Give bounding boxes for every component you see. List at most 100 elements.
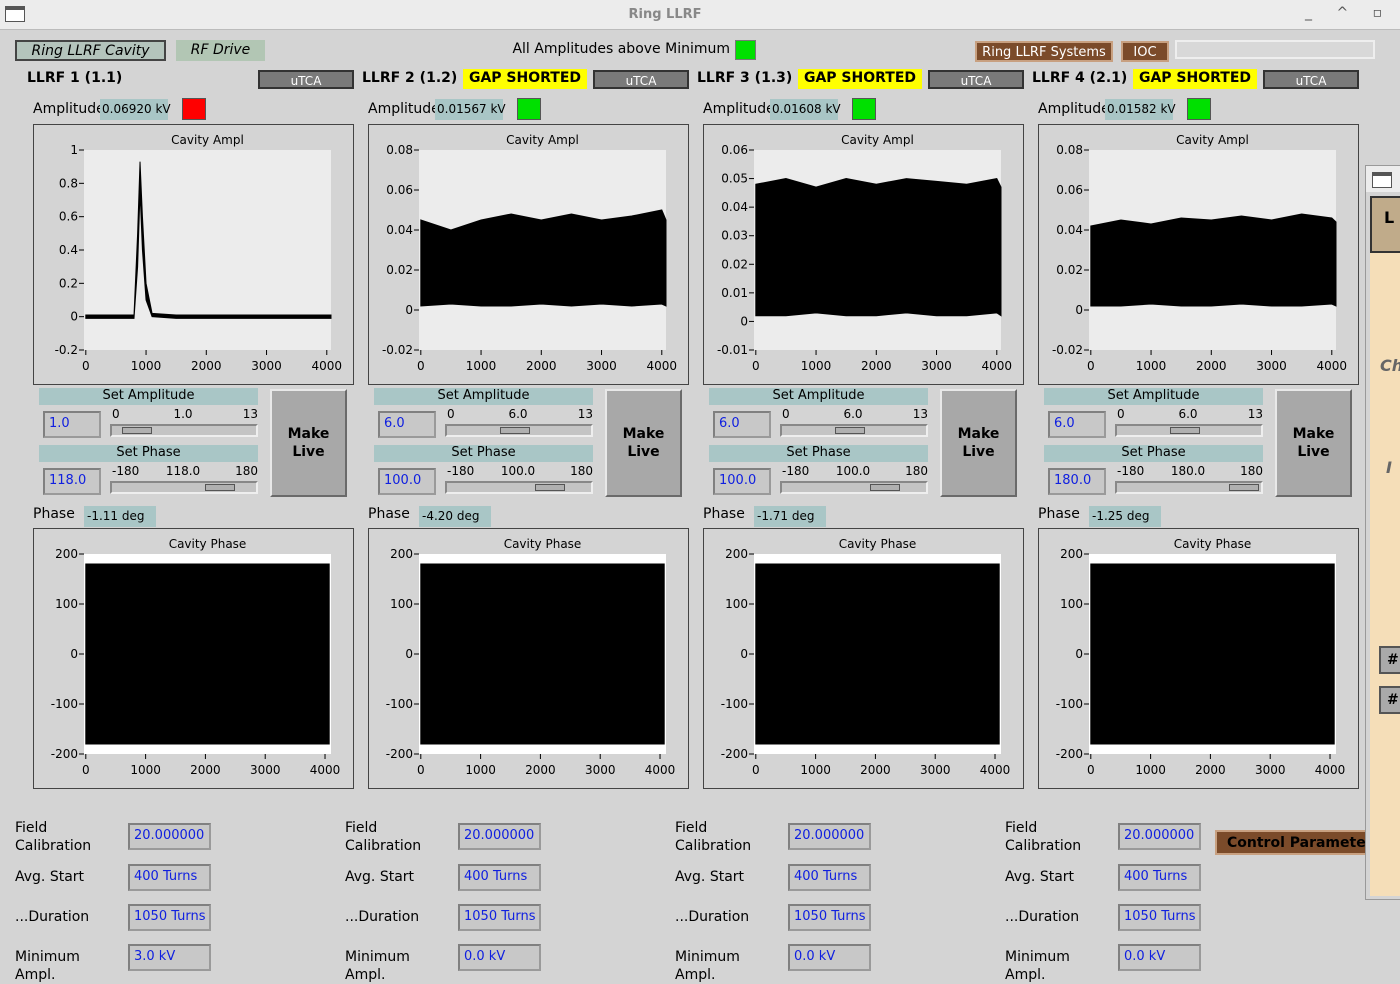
slider-track[interactable] (780, 481, 928, 494)
x-tick-label: 2000 (860, 763, 891, 777)
param-entry[interactable]: 3.0 kV (128, 944, 211, 971)
slider-track[interactable] (445, 481, 593, 494)
control-button[interactable]: Control Parameters (1215, 830, 1381, 855)
param-entry[interactable]: 0.0 kV (458, 944, 541, 971)
tab[interactable]: Ring LLRF Cavity (15, 40, 166, 61)
slider-thumb[interactable] (869, 484, 900, 491)
param-entry[interactable]: 20.000000 (1118, 823, 1201, 850)
chart-title: Cavity Ampl (506, 133, 579, 147)
slider-track[interactable] (780, 424, 928, 437)
param-entry[interactable]: 400 Turns (1118, 864, 1201, 891)
slider-thumb[interactable] (1169, 427, 1200, 434)
chart: Cavity Ampl -0.02 0 0.02 0.04 0.06 0.08 0 1000 20… (1038, 124, 1359, 385)
make-live-button[interactable]: Make Live (940, 389, 1017, 497)
slider-track[interactable] (1115, 424, 1263, 437)
x-tick-label: 0 (82, 359, 90, 373)
setpoint-entry[interactable]: 6.0 (1048, 411, 1106, 438)
make-live-button[interactable]: Make Live (605, 389, 682, 497)
systems-button[interactable]: Ring LLRF Systems (975, 41, 1113, 62)
slider-thumb[interactable] (499, 427, 530, 434)
text-field[interactable] (1175, 40, 1375, 59)
window-controls[interactable]: _ ^ ▫ × (1305, 5, 1400, 21)
slider-header: Set Amplitude (709, 388, 928, 405)
setpoint-entry[interactable]: 118.0 (43, 468, 101, 495)
param-entry[interactable]: 0.0 kV (788, 944, 871, 971)
slider-max: 13 (1247, 407, 1263, 421)
param-entry[interactable]: 400 Turns (458, 864, 541, 891)
param-label: Avg. Start (1005, 869, 1075, 885)
slider-max: 180 (235, 464, 258, 478)
slider-track[interactable] (445, 424, 593, 437)
y-tick-label: 0.2 (59, 276, 78, 290)
cavity-name: LLRF 4 (2.1) (1032, 70, 1128, 86)
setpoint-entry[interactable]: 100.0 (378, 468, 436, 495)
slider-max: 13 (242, 407, 258, 421)
setpoint-entry[interactable]: 1.0 (43, 411, 101, 438)
gap-badge: GAP SHORTED (798, 69, 922, 89)
trace-band (85, 161, 332, 319)
setpoint-entry[interactable]: 180.0 (1048, 468, 1106, 495)
x-tick-label: 3000 (251, 359, 282, 373)
param-entry[interactable]: 20.000000 (788, 823, 871, 850)
mode-button[interactable]: uTCA (593, 70, 689, 89)
param-entry[interactable]: 1050 Turns (788, 904, 871, 931)
slider-min: -180 (1117, 464, 1145, 478)
y-tick-label: -200 (51, 747, 78, 761)
make-live-button[interactable]: Make Live (1275, 389, 1352, 497)
y-tick-label: -0.2 (55, 343, 78, 357)
y-tick-label: 0.02 (1056, 263, 1083, 277)
setpoint-entry[interactable]: 6.0 (713, 411, 771, 438)
setpoint-entry[interactable]: 100.0 (713, 468, 771, 495)
slider-track[interactable] (1115, 481, 1263, 494)
side-field[interactable]: # C (1379, 646, 1400, 674)
x-tick-label: 1000 (1135, 763, 1166, 777)
chart-title: Cavity Phase (504, 537, 582, 551)
side-field[interactable]: # C (1379, 686, 1400, 714)
slider-thumb[interactable] (834, 427, 865, 434)
trace-band (85, 563, 330, 745)
param-entry[interactable]: 20.000000 (458, 823, 541, 850)
y-tick-label: 0 (70, 647, 78, 661)
y-tick-label: 0 (405, 647, 413, 661)
param-entry[interactable]: 1050 Turns (1118, 904, 1201, 931)
slider-value: 1.0 (173, 407, 193, 421)
slider-value: 6.0 (508, 407, 528, 421)
param-entry[interactable]: 1050 Turns (128, 904, 211, 931)
cavity-name: LLRF 3 (1.3) (697, 70, 793, 86)
make-live-button[interactable]: Make Live (270, 389, 347, 497)
param-entry[interactable]: 20.000000 (128, 823, 211, 850)
mode-button[interactable]: uTCA (1263, 70, 1359, 89)
phase-label: Phase (368, 506, 410, 522)
x-tick-label: 3000 (585, 763, 616, 777)
x-tick-label: 4000 (310, 763, 341, 777)
slider-thumb[interactable] (122, 427, 153, 434)
param-entry[interactable]: 400 Turns (128, 864, 211, 891)
slider-thumb[interactable] (534, 484, 565, 491)
param-entry[interactable]: 400 Turns (788, 864, 871, 891)
setpoint-entry[interactable]: 6.0 (378, 411, 436, 438)
x-tick-label: 3000 (920, 763, 951, 777)
x-tick-label: 1000 (131, 359, 162, 373)
chart-title: Cavity Ampl (1176, 133, 1249, 147)
tab[interactable]: RF Drive (176, 40, 265, 61)
x-tick-label: 3000 (1255, 763, 1286, 777)
ioc-button[interactable]: IOC (1121, 41, 1169, 62)
param-entry[interactable]: 1050 Turns (458, 904, 541, 931)
mode-button[interactable]: uTCA (258, 70, 354, 89)
plot-area (84, 150, 331, 350)
x-tick-label: 4000 (645, 763, 676, 777)
side-tab[interactable]: L (1370, 196, 1400, 253)
y-tick-label: -200 (1056, 747, 1083, 761)
param-entry[interactable]: 0.0 kV (1118, 944, 1201, 971)
x-tick-label: 0 (752, 359, 760, 373)
slider-thumb[interactable] (1229, 484, 1259, 491)
slider-thumb[interactable] (205, 484, 236, 491)
trace-band (1090, 563, 1335, 745)
side-panel (1370, 196, 1400, 896)
y-tick-label: -100 (51, 697, 78, 711)
slider-track[interactable] (110, 481, 258, 494)
mode-button[interactable]: uTCA (928, 70, 1024, 89)
x-tick-label: 4000 (1315, 763, 1346, 777)
slider-track[interactable] (110, 424, 258, 437)
